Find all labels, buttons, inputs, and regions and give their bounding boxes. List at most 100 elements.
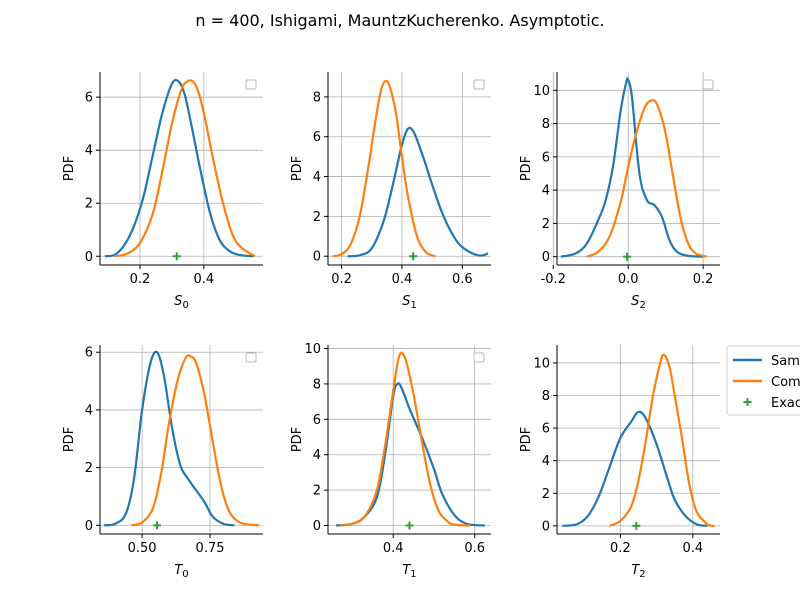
ylabel-0: PDF bbox=[62, 156, 77, 181]
legend-sample-label: Sample bbox=[771, 354, 800, 369]
empty-legend-0 bbox=[245, 79, 257, 90]
xtick-label-0-0: 0.2 bbox=[130, 272, 151, 287]
ytick-label-3-1: 2 bbox=[85, 461, 93, 476]
empty-legend-4 bbox=[473, 352, 485, 363]
ytick-label-2-2: 4 bbox=[542, 184, 550, 199]
xtick-label-3-0: 0.50 bbox=[128, 541, 157, 556]
xtick-label-1-2: 0.6 bbox=[452, 272, 473, 287]
ylabel-2: PDF bbox=[519, 156, 534, 181]
subplot-2: -0.2 0.0 0.2 0 2 4 6 8 10 PDF S2 bbox=[519, 72, 720, 311]
series-group-1 bbox=[332, 79, 489, 258]
figure-title: n = 400, Ishigami, MauntzKucherenko. Asy… bbox=[195, 11, 604, 30]
subplots: 0.2 0.4 0 2 4 6 PDF S0 0.2 0.4 0.6 0 2 4 6 8 PDF S1 -0.2 0.… bbox=[62, 72, 720, 580]
empty-legend-3 bbox=[245, 352, 257, 363]
ytick-label-3-2: 4 bbox=[85, 403, 93, 418]
subplot-1: 0.2 0.4 0.6 0 2 4 6 8 PDF S1 bbox=[290, 72, 491, 311]
ytick-label-1-0: 0 bbox=[313, 250, 321, 265]
series-line-3-0 bbox=[103, 350, 235, 527]
ytick-label-5-4: 8 bbox=[542, 389, 550, 404]
xlabel-3: T0 bbox=[174, 563, 188, 580]
series-line-1-0 bbox=[347, 126, 489, 258]
xtick-label-5-0: 0.2 bbox=[610, 541, 631, 556]
ytick-label-0-1: 2 bbox=[85, 197, 93, 212]
ytick-label-4-5: 10 bbox=[304, 342, 321, 357]
ytick-label-5-2: 4 bbox=[542, 454, 550, 469]
exact-marker-2 bbox=[623, 252, 632, 261]
ytick-label-5-3: 6 bbox=[542, 422, 550, 437]
ytick-label-4-2: 4 bbox=[313, 448, 321, 463]
ytick-label-5-0: 0 bbox=[542, 519, 550, 534]
ytick-label-4-3: 6 bbox=[313, 413, 321, 428]
ytick-label-1-1: 2 bbox=[313, 210, 321, 225]
subplot-5: 0.2 0.4 0 2 4 6 8 10 PDF T2 bbox=[519, 345, 720, 580]
series-line-5-0 bbox=[562, 410, 708, 527]
xtick-label-4-0: 0.4 bbox=[383, 541, 404, 556]
empty-legend-1 bbox=[473, 79, 485, 90]
xlabel-4: T1 bbox=[402, 563, 416, 580]
xlabel-5: T2 bbox=[631, 563, 645, 580]
ytick-label-2-3: 6 bbox=[542, 150, 550, 165]
ytick-label-3-0: 0 bbox=[85, 519, 93, 534]
xtick-label-2-0: -0.2 bbox=[541, 272, 566, 287]
legend-computed-label: Computed bbox=[771, 375, 800, 390]
xlabel-1: S1 bbox=[402, 294, 417, 311]
ytick-label-0-0: 0 bbox=[85, 250, 93, 265]
exact-marker-3 bbox=[153, 521, 162, 530]
legend-exact-marker bbox=[743, 398, 752, 406]
ytick-label-4-4: 8 bbox=[313, 377, 321, 392]
xtick-label-1-1: 0.4 bbox=[392, 272, 413, 287]
ytick-label-2-1: 2 bbox=[542, 217, 550, 232]
xtick-label-2-1: 0.0 bbox=[618, 272, 639, 287]
series-line-4-1 bbox=[340, 351, 471, 527]
ylabel-5: PDF bbox=[519, 427, 534, 452]
ytick-label-0-3: 6 bbox=[85, 91, 93, 106]
legend-exact-label: Exact bbox=[771, 396, 800, 411]
xtick-label-5-1: 0.4 bbox=[682, 541, 703, 556]
ytick-label-2-5: 10 bbox=[533, 84, 550, 99]
ytick-label-4-0: 0 bbox=[313, 519, 321, 534]
series-group-4 bbox=[336, 351, 485, 527]
series-line-2-1 bbox=[586, 99, 708, 258]
xlabel-2: S2 bbox=[631, 294, 646, 311]
xlabel-0: S0 bbox=[174, 294, 189, 311]
ytick-label-2-0: 0 bbox=[542, 250, 550, 265]
ytick-label-1-3: 6 bbox=[313, 130, 321, 145]
empty-legend-2 bbox=[702, 79, 714, 90]
xtick-label-3-1: 0.75 bbox=[196, 541, 225, 556]
ytick-label-5-1: 2 bbox=[542, 487, 550, 502]
series-group-0 bbox=[104, 78, 256, 258]
ylabel-3: PDF bbox=[62, 427, 77, 452]
xtick-label-4-1: 0.6 bbox=[464, 541, 485, 556]
series-group-5 bbox=[562, 353, 715, 527]
subplot-4: 0.4 0.6 0 2 4 6 8 10 PDF T1 bbox=[290, 342, 491, 580]
series-line-3-1 bbox=[130, 354, 260, 527]
ylabel-1: PDF bbox=[290, 156, 305, 181]
legend: Sample Computed Exact bbox=[726, 345, 800, 416]
exact-marker-1 bbox=[409, 252, 418, 261]
ytick-label-1-4: 8 bbox=[313, 90, 321, 105]
subplot-0: 0.2 0.4 0 2 4 6 PDF S0 bbox=[62, 72, 263, 311]
exact-marker-4 bbox=[405, 521, 414, 530]
xtick-label-2-2: 0.2 bbox=[693, 272, 714, 287]
series-line-1-1 bbox=[332, 79, 436, 258]
series-line-2-0 bbox=[560, 77, 704, 258]
subplot-3: 0.50 0.75 0 2 4 6 PDF T0 bbox=[62, 345, 263, 580]
legend-frame bbox=[726, 345, 800, 416]
xtick-label-0-1: 0.4 bbox=[194, 272, 215, 287]
ytick-label-3-3: 6 bbox=[85, 346, 93, 361]
exact-marker-0 bbox=[172, 252, 181, 261]
ylabel-4: PDF bbox=[290, 427, 305, 452]
ytick-label-0-2: 4 bbox=[85, 144, 93, 159]
ytick-label-5-5: 10 bbox=[533, 356, 550, 371]
exact-marker-5 bbox=[632, 521, 641, 530]
xtick-label-1-0: 0.2 bbox=[331, 272, 352, 287]
series-line-0-0 bbox=[104, 78, 254, 258]
series-group-2 bbox=[560, 77, 708, 258]
series-line-5-1 bbox=[609, 353, 715, 527]
series-group-3 bbox=[103, 350, 260, 527]
ytick-label-2-4: 8 bbox=[542, 117, 550, 132]
ytick-label-1-2: 4 bbox=[313, 170, 321, 185]
series-line-0-1 bbox=[114, 79, 256, 258]
ytick-label-4-1: 2 bbox=[313, 484, 321, 499]
